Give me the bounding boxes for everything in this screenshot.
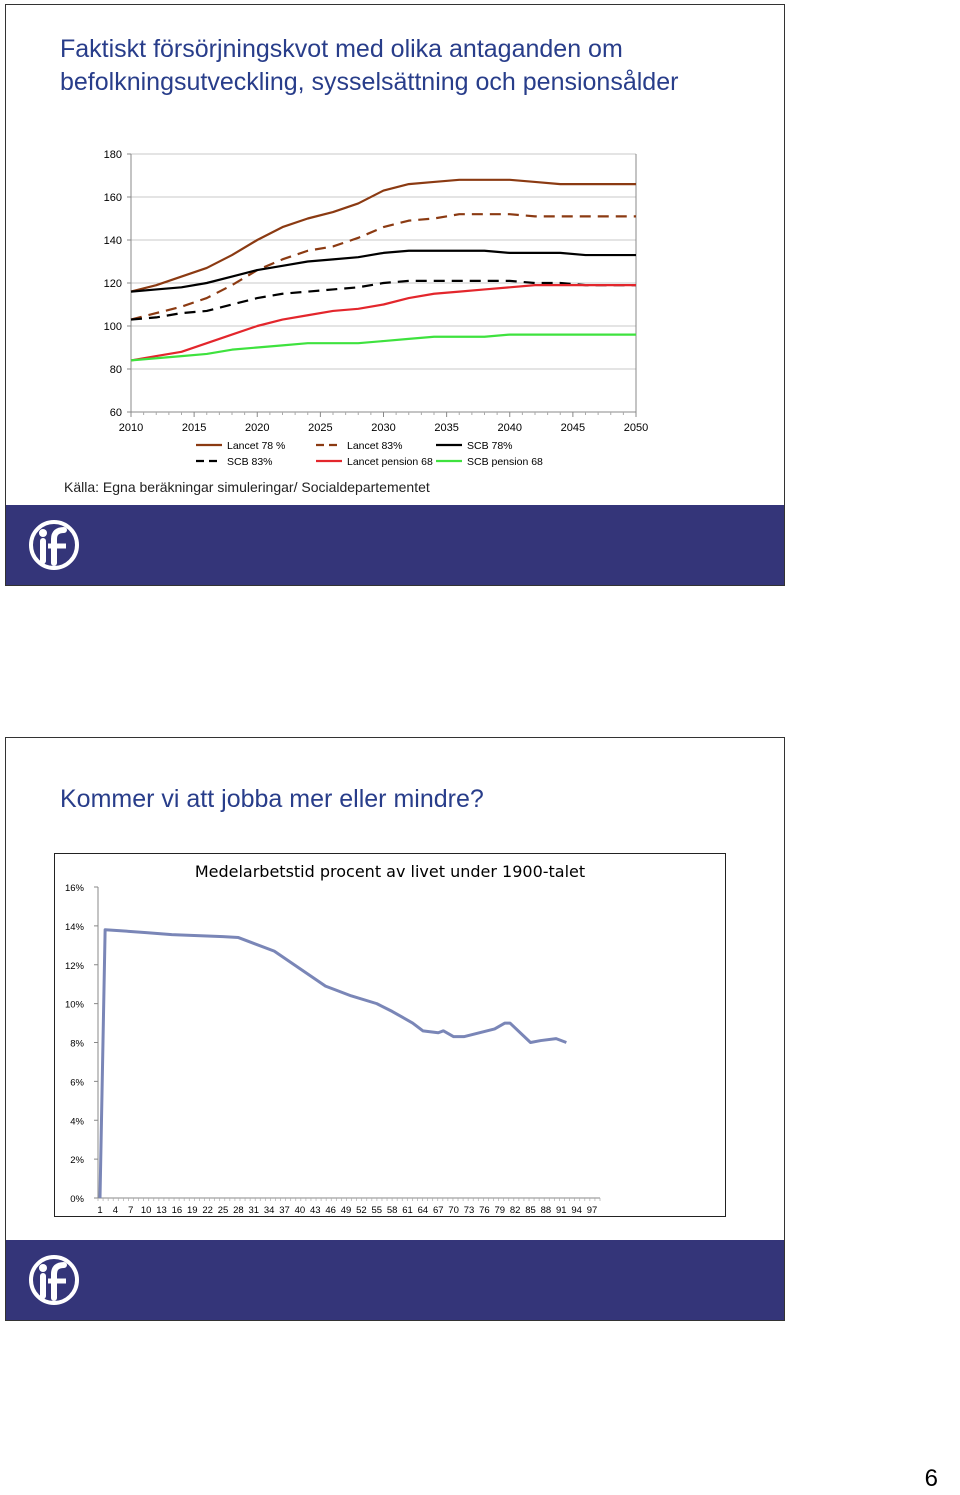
- x-tick-label: 79: [494, 1205, 505, 1216]
- x-tick-label: 28: [233, 1205, 244, 1216]
- x-tick-label: 2015: [182, 422, 206, 434]
- legend-label: SCB 78%: [467, 440, 513, 452]
- y-tick-label: 120: [104, 278, 122, 290]
- series-line: [130, 279, 636, 321]
- y-tick-label: 140: [104, 235, 122, 247]
- series-line: [130, 284, 636, 362]
- x-tick-label: 94: [571, 1205, 582, 1216]
- chart-legend: Lancet 78 % Lancet 83% SCB 78% SCB 83% Lance…: [196, 440, 543, 468]
- y-tick-label: 180: [104, 149, 122, 161]
- organization-logo-icon: [29, 520, 79, 570]
- x-tick-label: 19: [187, 1205, 198, 1216]
- y-tick-label: 60: [110, 407, 122, 419]
- series-line: [130, 213, 636, 321]
- x-tick-label: 2025: [308, 422, 332, 434]
- footer-bar: [6, 505, 784, 585]
- y-tick-label: 12%: [65, 961, 85, 972]
- x-tick-label: 52: [356, 1205, 367, 1216]
- organization-logo-icon: [29, 1255, 79, 1305]
- y-tick-label: 8%: [70, 1039, 84, 1050]
- x-tick-label: 67: [433, 1205, 444, 1216]
- slide-title: Faktiskt försörjningskvot med olika anta…: [60, 35, 679, 96]
- legend-label: SCB pension 68: [467, 456, 543, 468]
- legend-label: Lancet 83%: [347, 440, 402, 452]
- x-tick-label: 1: [97, 1205, 102, 1216]
- working-time-line-chart: 0% 2% 4% 6% 8% 10% 12% 14% 16% 1 4 7 10 13 16 19 22 25 28…: [65, 883, 601, 1216]
- y-tick-label: 100: [104, 321, 122, 333]
- series-line: [98, 928, 567, 1199]
- chart-series-lines: [98, 928, 567, 1199]
- working-time-chart-frame: Medelarbetstid procent av livet under 19…: [54, 853, 726, 1217]
- x-tick-label: 55: [371, 1205, 382, 1216]
- x-tick-label: 70: [448, 1205, 459, 1216]
- chart-title: Medelarbetstid procent av livet under 19…: [194, 862, 586, 881]
- x-tick-label: 2045: [561, 422, 585, 434]
- y-tick-label: 160: [104, 192, 122, 204]
- slide-working-time: Kommer vi att jobba mer eller mindre? Me…: [5, 737, 785, 1321]
- x-tick-label: 25: [218, 1205, 229, 1216]
- x-tick-label: 31: [248, 1205, 259, 1216]
- x-tick-label: 7: [128, 1205, 133, 1216]
- x-tick-label: 73: [464, 1205, 475, 1216]
- x-tick-label: 4: [113, 1205, 118, 1216]
- x-tick-label: 2020: [245, 422, 269, 434]
- series-line: [130, 249, 636, 293]
- x-tick-label: 49: [341, 1205, 352, 1216]
- source-note: Källa: Egna beräkningar simuleringar/ So…: [64, 479, 430, 495]
- y-tick-label: 0%: [70, 1194, 84, 1205]
- y-axis-tick-labels: 0% 2% 4% 6% 8% 10% 12% 14% 16%: [65, 883, 85, 1205]
- y-tick-label: 6%: [70, 1077, 84, 1088]
- y-tick-label: 4%: [70, 1116, 84, 1127]
- chart-axes: [94, 886, 601, 1201]
- x-tick-label: 37: [279, 1205, 290, 1216]
- x-tick-label: 2035: [434, 422, 458, 434]
- y-tick-label: 10%: [65, 1000, 85, 1011]
- x-tick-label: 43: [310, 1205, 321, 1216]
- legend-label: Lancet 78 %: [227, 440, 285, 452]
- x-tick-label: 2050: [624, 422, 648, 434]
- x-tick-label: 22: [202, 1205, 213, 1216]
- x-tick-label: 88: [541, 1205, 552, 1216]
- y-tick-label: 14%: [65, 922, 85, 933]
- dependency-ratio-line-chart: 60 80 100 120 140 160 180 2010 2015 2020 2025 2030…: [104, 149, 649, 468]
- y-tick-label: 80: [110, 364, 122, 376]
- page-number: 6: [924, 1465, 938, 1492]
- x-axis-tick-labels: 2010 2015 2020 2025 2030 2035 2040 2045 2050: [119, 422, 648, 434]
- slide-title: Kommer vi att jobba mer eller mindre?: [60, 785, 484, 813]
- x-tick-label: 40: [295, 1205, 306, 1216]
- x-tick-label: 85: [525, 1205, 536, 1216]
- x-tick-label: 61: [402, 1205, 413, 1216]
- x-tick-label: 58: [387, 1205, 398, 1216]
- x-tick-label: 13: [156, 1205, 167, 1216]
- x-tick-label: 64: [418, 1205, 429, 1216]
- y-tick-label: 16%: [65, 883, 85, 894]
- x-tick-label: 91: [556, 1205, 567, 1216]
- x-tick-label: 16: [172, 1205, 183, 1216]
- legend-label: SCB 83%: [227, 456, 273, 468]
- x-tick-label: 2040: [498, 422, 522, 434]
- chart-series-lines: [130, 178, 636, 362]
- y-axis-tick-labels: 60 80 100 120 140 160 180: [104, 149, 122, 419]
- x-tick-label: 46: [325, 1205, 336, 1216]
- footer-bar: [6, 1240, 784, 1320]
- x-tick-label: 82: [510, 1205, 521, 1216]
- series-line: [130, 178, 636, 293]
- x-tick-label: 2010: [119, 422, 143, 434]
- x-tick-label: 2030: [371, 422, 395, 434]
- x-tick-label: 34: [264, 1205, 275, 1216]
- legend-label: Lancet pension 68: [347, 456, 433, 468]
- x-tick-label: 76: [479, 1205, 490, 1216]
- x-axis-tick-labels: 1 4 7 10 13 16 19 22 25 28 31 34 37 40 43 46 49 52 55 58 61 6…: [97, 1205, 597, 1216]
- series-line: [130, 333, 636, 362]
- y-tick-label: 2%: [70, 1155, 84, 1166]
- slide-population-dependency: Faktiskt försörjningskvot med olika anta…: [5, 4, 785, 586]
- x-tick-label: 97: [587, 1205, 598, 1216]
- chart-axes: [127, 153, 637, 417]
- x-tick-label: 10: [141, 1205, 152, 1216]
